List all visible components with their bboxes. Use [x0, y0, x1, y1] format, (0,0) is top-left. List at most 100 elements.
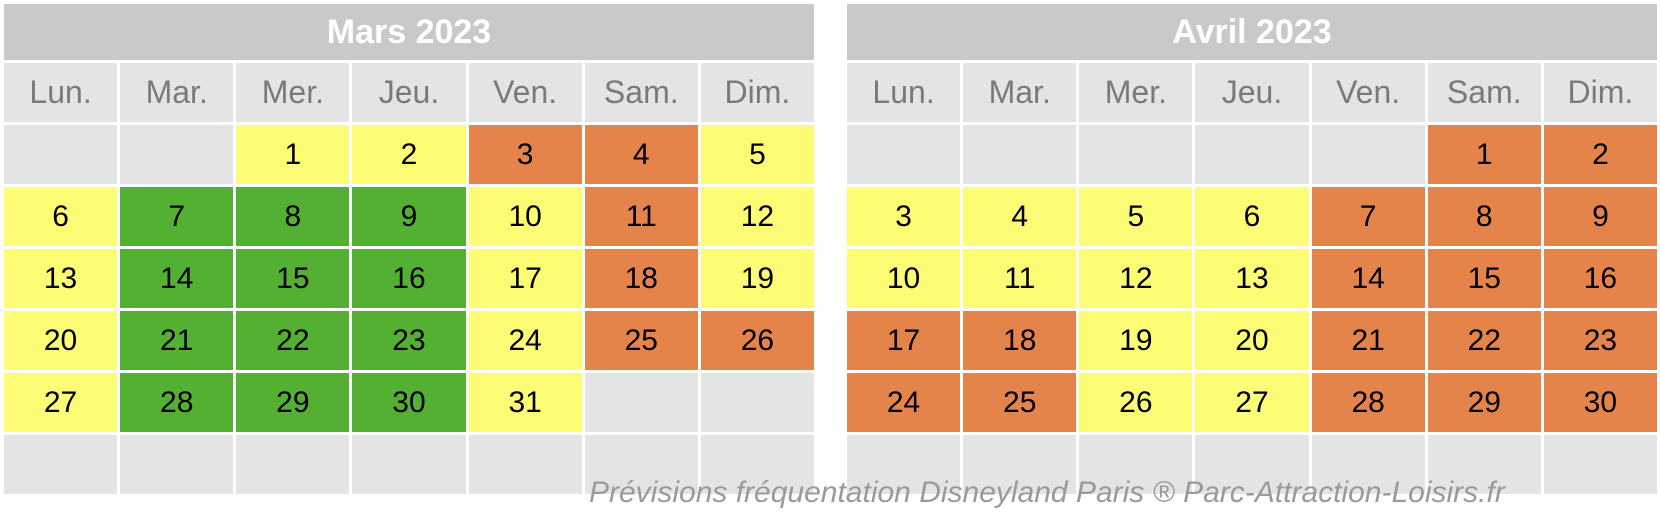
day-cell: 16: [1543, 249, 1657, 308]
empty-cell: [963, 125, 1077, 184]
empty-cell: [1427, 435, 1541, 494]
day-cell: 31: [468, 373, 582, 432]
day-cell: 9: [352, 187, 466, 246]
day-cell: 23: [352, 311, 466, 370]
day-cell: 13: [4, 249, 118, 308]
day-cell: 11: [963, 249, 1077, 308]
day-cell: 8: [236, 187, 350, 246]
day-cell: 24: [847, 373, 961, 432]
weekday-header: Ven.: [1311, 63, 1425, 122]
calendar-grid: Lun. Mar. Mer. Jeu. Ven. Sam. Dim. 1 2 3 4 5 6 7 8 9 10 1…: [4, 60, 814, 494]
empty-cell: [1311, 125, 1425, 184]
empty-cell: [120, 435, 234, 494]
day-cell: 17: [847, 311, 961, 370]
empty-cell: [700, 373, 814, 432]
weekday-header: Dim.: [700, 63, 814, 122]
day-cell: 24: [468, 311, 582, 370]
day-cell: 18: [963, 311, 1077, 370]
weekday-header: Mar.: [963, 63, 1077, 122]
weekday-header: Ven.: [468, 63, 582, 122]
day-cell: 2: [352, 125, 466, 184]
empty-cell: [700, 435, 814, 494]
weekday-header: Mer.: [1079, 63, 1193, 122]
day-cell: 2: [1543, 125, 1657, 184]
day-cell: 20: [1195, 311, 1309, 370]
day-cell: 23: [1543, 311, 1657, 370]
day-cell: 16: [352, 249, 466, 308]
day-cell: 8: [1427, 187, 1541, 246]
day-cell: 13: [1195, 249, 1309, 308]
footer-credit: Prévisions fréquentation Disneyland Pari…: [589, 476, 1505, 509]
day-cell: 29: [236, 373, 350, 432]
calendar-march: Mars 2023 Lun. Mar. Mer. Jeu. Ven. Sam. Dim. 1 2…: [4, 4, 814, 494]
day-cell: 29: [1427, 373, 1541, 432]
day-cell: 15: [236, 249, 350, 308]
day-cell: 19: [1079, 311, 1193, 370]
empty-cell: [352, 435, 466, 494]
day-cell: 5: [1079, 187, 1193, 246]
empty-cell: [584, 435, 698, 494]
weekday-header: Mer.: [236, 63, 350, 122]
day-cell: 21: [1311, 311, 1425, 370]
day-cell: 18: [584, 249, 698, 308]
weekday-header: Lun.: [4, 63, 118, 122]
weekday-header: Lun.: [847, 63, 961, 122]
day-cell: 3: [847, 187, 961, 246]
day-cell: 10: [847, 249, 961, 308]
day-cell: 10: [468, 187, 582, 246]
empty-cell: [1079, 435, 1193, 494]
empty-cell: [584, 373, 698, 432]
day-cell: 28: [120, 373, 234, 432]
empty-cell: [4, 125, 118, 184]
day-cell: 25: [584, 311, 698, 370]
day-cell: 22: [236, 311, 350, 370]
empty-cell: [1079, 125, 1193, 184]
day-cell: 1: [236, 125, 350, 184]
day-cell: 5: [700, 125, 814, 184]
weekday-header: Dim.: [1543, 63, 1657, 122]
day-cell: 27: [4, 373, 118, 432]
day-cell: 7: [1311, 187, 1425, 246]
calendar-title: Avril 2023: [847, 4, 1657, 60]
empty-cell: [847, 125, 961, 184]
day-cell: 3: [468, 125, 582, 184]
day-cell: 20: [4, 311, 118, 370]
weekday-header: Jeu.: [1195, 63, 1309, 122]
empty-cell: [4, 435, 118, 494]
day-cell: 30: [1543, 373, 1657, 432]
day-cell: 12: [700, 187, 814, 246]
day-cell: 9: [1543, 187, 1657, 246]
empty-cell: [120, 125, 234, 184]
day-cell: 15: [1427, 249, 1541, 308]
empty-cell: [1195, 435, 1309, 494]
day-cell: 21: [120, 311, 234, 370]
day-cell: 14: [1311, 249, 1425, 308]
empty-cell: [1543, 435, 1657, 494]
day-cell: 26: [700, 311, 814, 370]
empty-cell: [468, 435, 582, 494]
day-cell: 1: [1427, 125, 1541, 184]
weekday-header: Jeu.: [352, 63, 466, 122]
day-cell: 12: [1079, 249, 1193, 308]
empty-cell: [1311, 435, 1425, 494]
day-cell: 7: [120, 187, 234, 246]
day-cell: 19: [700, 249, 814, 308]
day-cell: 26: [1079, 373, 1193, 432]
calendar-april: Avril 2023 Lun. Mar. Mer. Jeu. Ven. Sam. Dim. 1…: [847, 4, 1657, 494]
calendar-title: Mars 2023: [4, 4, 814, 60]
day-cell: 28: [1311, 373, 1425, 432]
day-cell: 27: [1195, 373, 1309, 432]
empty-cell: [236, 435, 350, 494]
weekday-header: Mar.: [120, 63, 234, 122]
day-cell: 6: [1195, 187, 1309, 246]
empty-cell: [963, 435, 1077, 494]
day-cell: 30: [352, 373, 466, 432]
day-cell: 22: [1427, 311, 1541, 370]
day-cell: 6: [4, 187, 118, 246]
weekday-header: Sam.: [1427, 63, 1541, 122]
day-cell: 4: [584, 125, 698, 184]
day-cell: 4: [963, 187, 1077, 246]
day-cell: 14: [120, 249, 234, 308]
day-cell: 25: [963, 373, 1077, 432]
weekday-header: Sam.: [584, 63, 698, 122]
